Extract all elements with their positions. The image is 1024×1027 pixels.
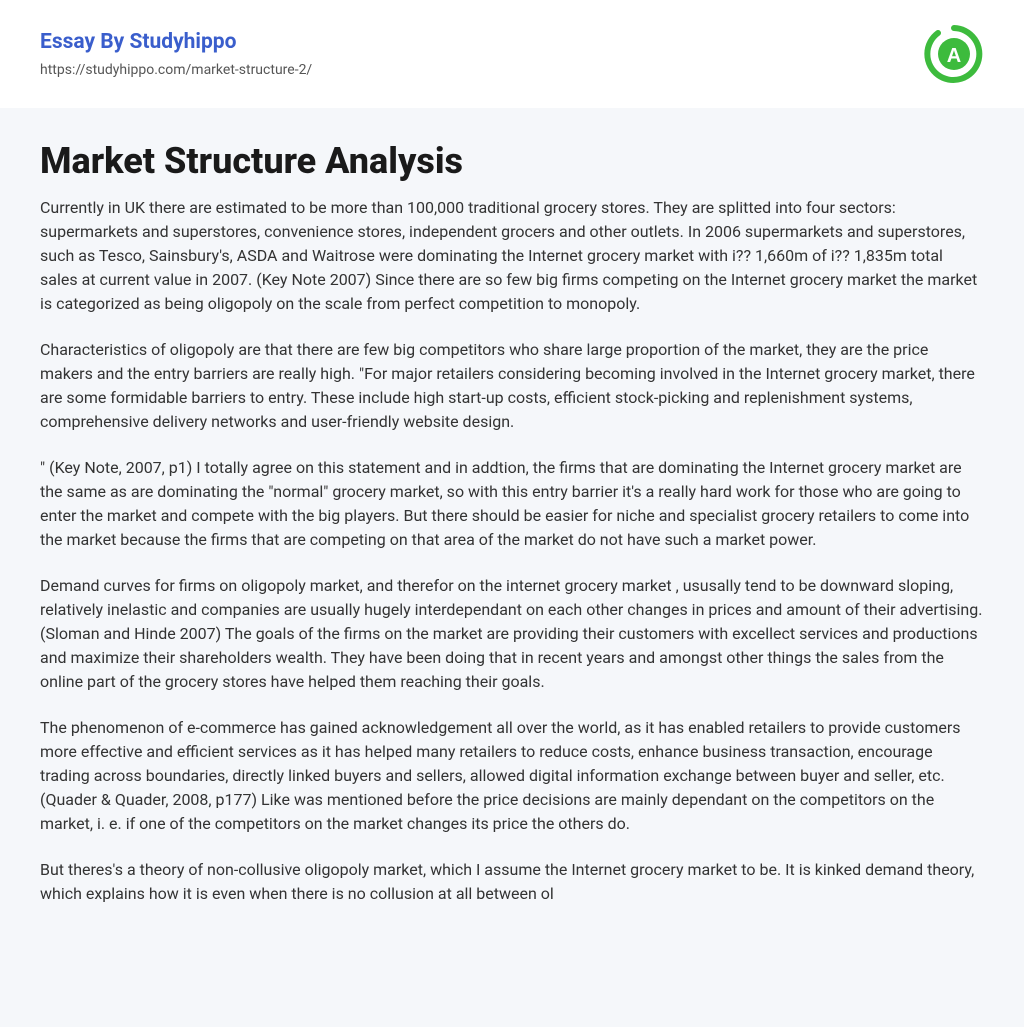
logo-letter: A xyxy=(947,45,961,67)
site-url[interactable]: https://studyhippo.com/market-structure-… xyxy=(40,62,312,78)
paragraph: The phenomenon of e-commerce has gained … xyxy=(40,716,984,836)
site-title: Essay By Studyhippo xyxy=(40,30,312,54)
content-area: Market Structure Analysis Currently in U… xyxy=(0,108,1024,960)
page-title: Market Structure Analysis xyxy=(40,140,984,182)
logo-icon: A xyxy=(924,24,984,84)
paragraph: Characteristics of oligopoly are that th… xyxy=(40,338,984,434)
paragraph: Currently in UK there are estimated to b… xyxy=(40,196,984,316)
paragraph: " (Key Note, 2007, p1) I totally agree o… xyxy=(40,456,984,552)
header-left: Essay By Studyhippo https://studyhippo.c… xyxy=(40,30,312,78)
paragraph: But theres's a theory of non-collusive o… xyxy=(40,858,984,906)
paragraph: Demand curves for firms on oligopoly mar… xyxy=(40,574,984,694)
header: Essay By Studyhippo https://studyhippo.c… xyxy=(0,0,1024,108)
